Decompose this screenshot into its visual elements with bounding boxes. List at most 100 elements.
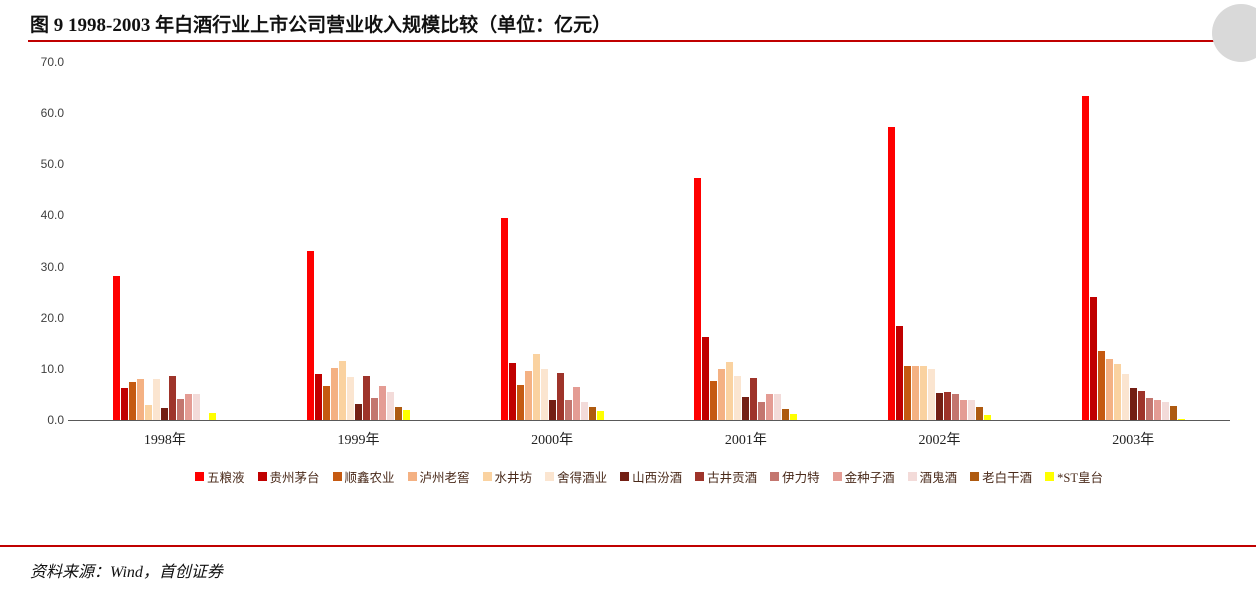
bar-老白干酒 bbox=[976, 406, 984, 420]
source-note: 资料来源：Wind，首创证券 bbox=[30, 564, 223, 581]
legend-swatch bbox=[970, 472, 980, 481]
bar-group-2002年 bbox=[843, 62, 1037, 420]
legend-label: 伊力特 bbox=[782, 471, 820, 485]
bar-山西汾酒 bbox=[742, 397, 750, 420]
bar-酒鬼酒 bbox=[1161, 402, 1169, 420]
bar-金种子酒 bbox=[379, 386, 386, 420]
bottom-rule bbox=[0, 545, 1256, 547]
legend-item-古井贡酒: 古井贡酒 bbox=[695, 467, 757, 486]
legend-label: 顺鑫农业 bbox=[344, 471, 395, 485]
bar-group-1999年 bbox=[262, 62, 456, 420]
legend-swatch bbox=[194, 472, 204, 481]
bar-舍得酒业 bbox=[1121, 373, 1129, 420]
legend-swatch bbox=[620, 472, 630, 481]
legend-label: 贵州茅台 bbox=[269, 471, 320, 485]
bar-顺鑫农业 bbox=[904, 365, 912, 420]
bar-舍得酒业 bbox=[153, 379, 161, 420]
bar-金种子酒 bbox=[185, 394, 193, 420]
bar-五粮液 bbox=[694, 178, 702, 420]
bar-金种子酒 bbox=[1153, 400, 1161, 420]
bar-group-1998年 bbox=[68, 62, 262, 420]
legend-label: 山西汾酒 bbox=[632, 471, 683, 485]
bar-老白干酒 bbox=[782, 408, 790, 420]
bar-顺鑫农业 bbox=[1097, 350, 1105, 420]
y-tick-label: 70.0 bbox=[40, 55, 64, 69]
bar-古井贡酒 bbox=[1137, 391, 1145, 420]
bar-酒鬼酒 bbox=[580, 402, 588, 420]
x-axis-label: 2000年 bbox=[531, 433, 574, 448]
legend-item-老白干酒: 老白干酒 bbox=[970, 467, 1032, 486]
bar-水井坊 bbox=[145, 404, 153, 420]
bar-五粮液 bbox=[500, 218, 508, 420]
y-tick-label: 60.0 bbox=[40, 106, 64, 121]
bar-古井贡酒 bbox=[363, 375, 370, 420]
legend-item-五粮液: 五粮液 bbox=[194, 467, 245, 486]
y-tick-label: 20.0 bbox=[40, 310, 64, 325]
bar-水井坊 bbox=[532, 353, 540, 420]
legend-label: *ST皇台 bbox=[1057, 471, 1104, 485]
legend-item-金种子酒: 金种子酒 bbox=[832, 467, 895, 486]
bar-五粮液 bbox=[1081, 95, 1089, 420]
bar-山西汾酒 bbox=[936, 393, 944, 420]
y-tick-label: 30.0 bbox=[40, 259, 64, 274]
bar-group-2001年 bbox=[649, 62, 843, 420]
bar-古井贡酒 bbox=[169, 376, 177, 420]
chart-title: 图 9 1998-2003 年白酒行业上市公司营业收入规模比较（单位：亿元） bbox=[30, 15, 612, 36]
x-axis-label: 1999年 bbox=[337, 433, 380, 448]
legend-label: 老白干酒 bbox=[982, 471, 1033, 485]
legend-swatch bbox=[695, 472, 705, 481]
bar-五粮液 bbox=[307, 251, 314, 420]
bar-*ST皇台 bbox=[209, 412, 217, 420]
y-tick-label: 50.0 bbox=[40, 157, 64, 172]
bar-泸州老窖 bbox=[718, 369, 726, 420]
legend-swatch bbox=[545, 472, 555, 481]
legend-swatch bbox=[1045, 472, 1055, 481]
bar-酒鬼酒 bbox=[387, 391, 394, 420]
bar-山西汾酒 bbox=[355, 404, 362, 420]
y-tick-label: 0.0 bbox=[47, 413, 64, 427]
bar-*ST皇台 bbox=[790, 414, 798, 420]
bar-金种子酒 bbox=[960, 399, 968, 420]
bar-古井贡酒 bbox=[750, 378, 758, 420]
legend-item-贵州茅台: 贵州茅台 bbox=[257, 467, 320, 486]
bar-泸州老窖 bbox=[137, 378, 145, 420]
bar-group-2003年 bbox=[1036, 62, 1230, 420]
x-axis-labels: 1998年 1999年 2000年 2001年 2002年 2003年 bbox=[68, 421, 1230, 449]
chart-legend: 五粮液 贵州茅台 顺鑫农业 泸州老窖 水井坊 舍得酒业 山西汾酒 古井贡酒 伊力特 金种子酒 酒鬼酒… bbox=[68, 467, 1230, 486]
legend-label: 水井坊 bbox=[494, 471, 533, 485]
bar-老白干酒 bbox=[395, 406, 402, 420]
bar-老白干酒 bbox=[1169, 406, 1177, 420]
bar-舍得酒业 bbox=[347, 376, 354, 420]
legend-swatch bbox=[407, 472, 417, 481]
bar-酒鬼酒 bbox=[193, 394, 201, 420]
bar-伊力特 bbox=[1145, 397, 1153, 420]
legend-label: 泸州老窖 bbox=[419, 471, 470, 485]
bar-山西汾酒 bbox=[161, 407, 169, 420]
bar-古井贡酒 bbox=[556, 373, 564, 420]
bar-金种子酒 bbox=[766, 393, 774, 420]
bar-古井贡酒 bbox=[944, 391, 952, 420]
legend-swatch bbox=[832, 472, 842, 481]
legend-label: 古井贡酒 bbox=[707, 471, 758, 485]
bar-五粮液 bbox=[888, 127, 896, 420]
bar-*ST皇台 bbox=[984, 415, 992, 420]
x-axis-label: 1998年 bbox=[143, 433, 186, 448]
bar-*ST皇台 bbox=[1177, 418, 1185, 420]
legend-item-泸州老窖: 泸州老窖 bbox=[407, 467, 470, 486]
bar-chart: 0.0 10.0 20.0 30.0 40.0 50.0 60.0 70.0 1998年 199… bbox=[30, 55, 1230, 486]
bar-泸州老窖 bbox=[912, 365, 920, 420]
bar-伊力特 bbox=[952, 394, 960, 420]
bar-贵州茅台 bbox=[315, 373, 322, 420]
legend-swatch bbox=[482, 472, 492, 481]
bar-*ST皇台 bbox=[596, 410, 604, 420]
legend-item-水井坊: 水井坊 bbox=[482, 467, 533, 486]
legend-label: 舍得酒业 bbox=[557, 471, 608, 485]
bar-group-2000年 bbox=[455, 62, 649, 420]
bar-顺鑫农业 bbox=[129, 382, 137, 420]
legend-item-舍得酒业: 舍得酒业 bbox=[545, 467, 607, 486]
top-rule bbox=[28, 40, 1234, 42]
bar-金种子酒 bbox=[572, 386, 580, 420]
bar-山西汾酒 bbox=[548, 399, 556, 420]
x-axis-label: 2002年 bbox=[918, 433, 961, 448]
